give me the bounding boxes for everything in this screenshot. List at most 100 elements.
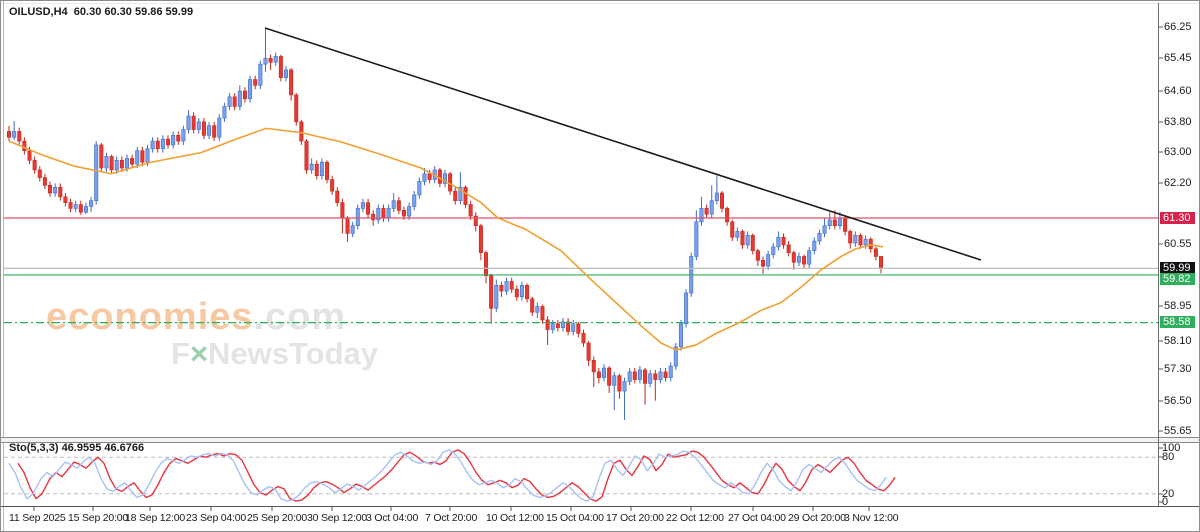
candle-body bbox=[417, 181, 422, 196]
candle-body bbox=[396, 200, 401, 211]
price-axis-separator bbox=[1158, 3, 1159, 506]
price-label-58.95: 58.95 bbox=[1164, 300, 1192, 312]
candle-body bbox=[766, 254, 771, 267]
price-badge-59.99: 59.99 bbox=[1160, 262, 1195, 274]
candle-body bbox=[607, 367, 612, 386]
candle-body bbox=[796, 256, 801, 263]
candle-body bbox=[535, 306, 540, 313]
candle-body bbox=[191, 115, 196, 130]
window-frame-top bbox=[1, 3, 1199, 4]
candle-body bbox=[222, 106, 227, 119]
trendline bbox=[264, 27, 982, 261]
candle-body bbox=[237, 90, 242, 107]
candle-body bbox=[401, 210, 406, 217]
candle-body bbox=[540, 306, 545, 321]
candle-body bbox=[314, 163, 319, 176]
time-label[interactable]: 3 Oct 04:00 bbox=[366, 512, 419, 524]
candle-body bbox=[176, 135, 181, 142]
candle-body bbox=[212, 125, 217, 138]
candle-body bbox=[140, 150, 145, 163]
candle-body bbox=[458, 186, 463, 201]
indicator-label-20: 20 bbox=[1162, 488, 1175, 500]
window-frame-left bbox=[3, 1, 4, 531]
candle-body bbox=[878, 256, 883, 269]
candle-body bbox=[684, 292, 689, 325]
candle-body bbox=[781, 236, 786, 246]
sto-signal-line bbox=[17, 449, 896, 502]
candle-body bbox=[771, 246, 776, 255]
price-label-57.30: 57.30 bbox=[1164, 363, 1192, 375]
candle-body bbox=[437, 169, 442, 184]
candle-body bbox=[309, 163, 314, 171]
price-label-62.20: 62.20 bbox=[1164, 177, 1192, 189]
price-label-60.55: 60.55 bbox=[1164, 238, 1192, 250]
candle-body bbox=[837, 217, 842, 226]
indicator-plot bbox=[4, 449, 1158, 502]
candle-body bbox=[227, 96, 232, 107]
time-label[interactable]: 25 Sep 20:00 bbox=[247, 512, 308, 524]
candle-body bbox=[622, 381, 627, 392]
candle-body bbox=[668, 365, 673, 378]
candle-body bbox=[755, 250, 760, 261]
stochastic-label: Sto(5,3,3) 46.9595 46.6766 bbox=[9, 442, 145, 454]
price-label-65.45: 65.45 bbox=[1164, 52, 1192, 64]
candle-body bbox=[463, 186, 468, 205]
price-label-63.00: 63.00 bbox=[1164, 146, 1192, 158]
candle-body bbox=[612, 375, 617, 386]
candle-body bbox=[740, 231, 745, 246]
candle-body bbox=[371, 213, 376, 221]
candle-body bbox=[863, 238, 868, 246]
time-label[interactable]: 10 Oct 12:00 bbox=[486, 512, 544, 524]
time-label[interactable]: 11 Sep 2025 bbox=[9, 512, 66, 524]
chart-title: OILUSD,H4 60.30 60.30 59.86 59.99 bbox=[9, 6, 194, 18]
candle-body bbox=[509, 281, 514, 290]
candle-body bbox=[232, 96, 237, 107]
main-plot bbox=[4, 27, 1158, 420]
time-label[interactable]: 29 Oct 20:00 bbox=[788, 512, 846, 524]
candle-body bbox=[555, 323, 560, 328]
candle-body bbox=[181, 129, 186, 142]
candle-body bbox=[150, 140, 155, 150]
time-label[interactable]: 15 Oct 04:00 bbox=[546, 512, 604, 524]
candle-body bbox=[530, 298, 535, 313]
candle-body bbox=[155, 140, 160, 150]
time-label[interactable]: 17 Oct 20:00 bbox=[606, 512, 664, 524]
candle-body bbox=[504, 281, 509, 292]
time-label[interactable]: 18 Sep 12:00 bbox=[125, 512, 186, 524]
time-label[interactable]: 7 Oct 20:00 bbox=[425, 512, 478, 524]
candle-body bbox=[791, 252, 796, 263]
candle-body bbox=[325, 161, 330, 180]
candle-body bbox=[283, 69, 288, 78]
time-label[interactable]: 23 Sep 04:00 bbox=[186, 512, 247, 524]
candle-body bbox=[514, 288, 519, 298]
candle-body bbox=[576, 323, 581, 334]
candle-body bbox=[807, 250, 812, 265]
candle-body bbox=[714, 192, 719, 201]
candle-body bbox=[217, 117, 222, 138]
time-label[interactable]: 30 Sep 12:00 bbox=[307, 512, 368, 524]
candle-body bbox=[58, 186, 63, 198]
panel-splitter[interactable] bbox=[1, 437, 1199, 443]
time-label[interactable]: 15 Sep 20:00 bbox=[68, 512, 129, 524]
candle-body bbox=[201, 121, 206, 136]
candle-body bbox=[340, 202, 345, 219]
candle-body bbox=[637, 369, 642, 380]
candle-body bbox=[196, 121, 201, 130]
candle-body bbox=[694, 221, 699, 257]
candle-body bbox=[473, 215, 478, 226]
price-badge-59.82: 59.82 bbox=[1160, 273, 1195, 285]
candle-body bbox=[114, 160, 119, 171]
time-label[interactable]: 3 Nov 12:00 bbox=[844, 512, 899, 524]
time-label[interactable]: 27 Oct 04:00 bbox=[728, 512, 786, 524]
candle-body bbox=[78, 204, 83, 213]
candle-body bbox=[632, 371, 637, 380]
candle-body bbox=[32, 160, 37, 171]
candle-body bbox=[119, 160, 124, 169]
candle-body bbox=[627, 371, 632, 382]
candle-body bbox=[761, 260, 766, 267]
time-label[interactable]: 22 Oct 12:00 bbox=[666, 512, 724, 524]
candle-body bbox=[709, 200, 714, 215]
candle-body bbox=[68, 202, 73, 209]
candle-body bbox=[617, 375, 622, 392]
